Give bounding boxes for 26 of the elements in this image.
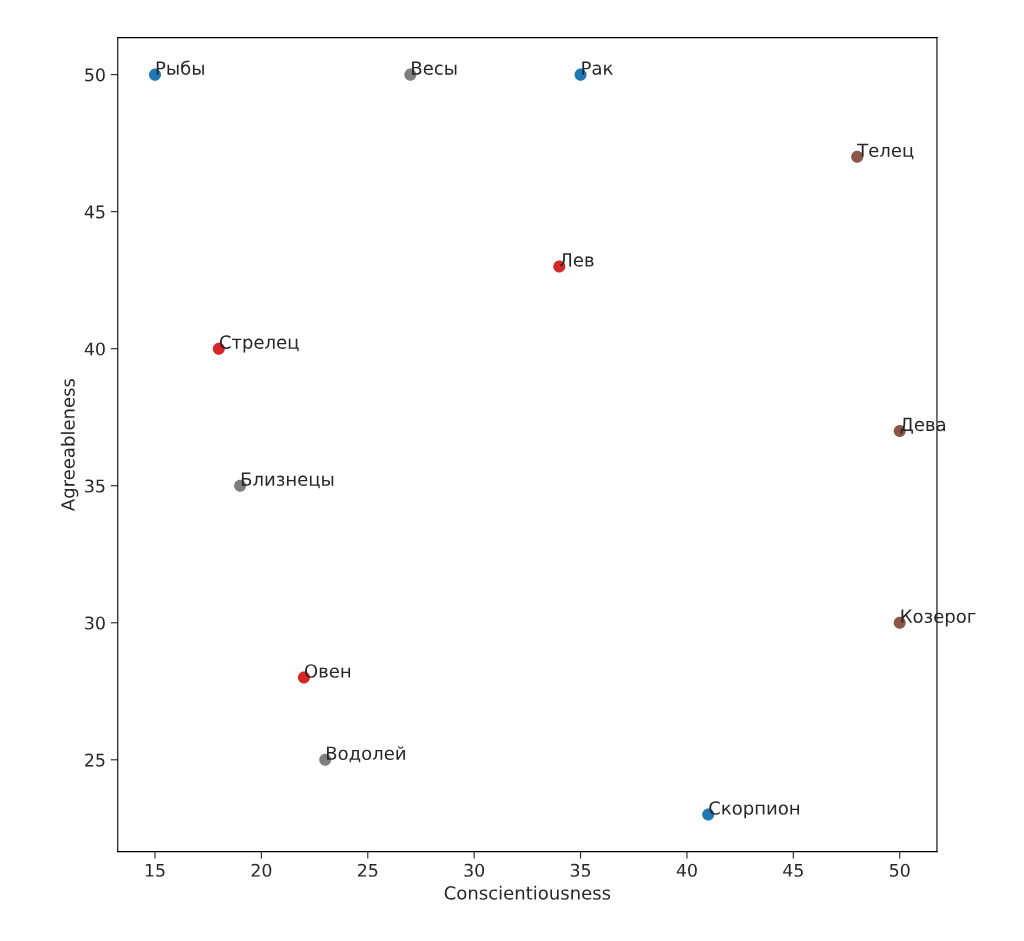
annotation: Весы [412, 61, 457, 75]
y-axis-title: Agreeableness [60, 378, 79, 512]
annotation: Телец [857, 143, 914, 160]
annotation: Стрелец [219, 335, 299, 353]
y-tick-label: 30 [85, 616, 105, 630]
y-tick-label: 25 [85, 753, 105, 767]
annotation: Рак [582, 61, 613, 75]
x-axis-title: Conscientiousness [444, 885, 611, 900]
y-tick-label: 50 [85, 68, 105, 82]
x-tick-label: 45 [783, 863, 803, 877]
x-tick-label: 15 [145, 863, 165, 877]
x-tick-label: 30 [464, 863, 485, 877]
annotation: Лев [560, 253, 594, 267]
x-tick-label: 35 [570, 863, 591, 877]
annotation: Рыбы [156, 60, 204, 75]
y-tick-label: 35 [85, 479, 105, 493]
x-tick-label: 20 [251, 863, 272, 877]
annotation: Скорпион [709, 801, 799, 819]
y-tick-label: 45 [84, 205, 105, 219]
y-tick-label: 40 [84, 342, 105, 356]
annotation: Близнецы [241, 472, 334, 489]
x-tick-label: 25 [358, 863, 378, 877]
annotation: Водолей [326, 746, 405, 763]
x-tick-label: 40 [676, 863, 697, 877]
x-tick-label: 50 [890, 863, 910, 877]
annotation: Овен [304, 664, 351, 678]
